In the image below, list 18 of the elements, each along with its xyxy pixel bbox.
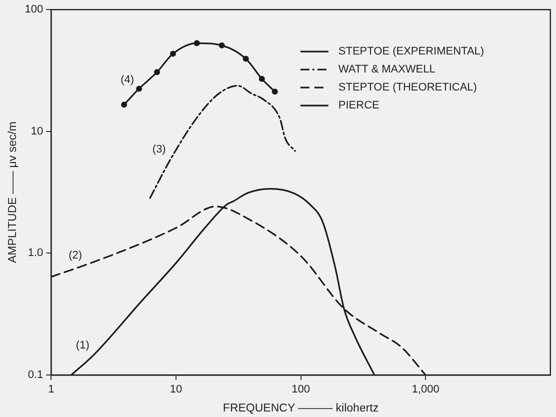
annotation: (2): [68, 249, 82, 262]
x-tick-label: 100: [292, 384, 310, 396]
legend-label: WATT & MAXWELL: [338, 64, 436, 76]
x-axis-title: FREQUENCY ——— kilohertz: [222, 402, 379, 414]
y-axis-title: AMPLITUDE —— μv sec/m: [7, 122, 20, 264]
x-tick-label: 1: [48, 384, 54, 396]
y-tick-label: 1.0: [28, 247, 44, 260]
x-tick-label: 1,000: [412, 384, 440, 396]
y-tick-label: 10: [30, 125, 44, 138]
y-tick-label: 0.1: [28, 369, 44, 382]
legend-label: PIERCE: [338, 100, 380, 112]
legend-label: STEPTOE (EXPERIMENTAL): [338, 46, 484, 58]
annotation: (1): [76, 339, 90, 352]
annotation: (3): [152, 144, 166, 156]
y-tick-label: 100: [24, 4, 44, 16]
x-tick-label: 10: [170, 384, 182, 396]
annotation: (4): [120, 74, 134, 86]
legend-label: STEPTOE (THEORETICAL): [338, 82, 477, 94]
